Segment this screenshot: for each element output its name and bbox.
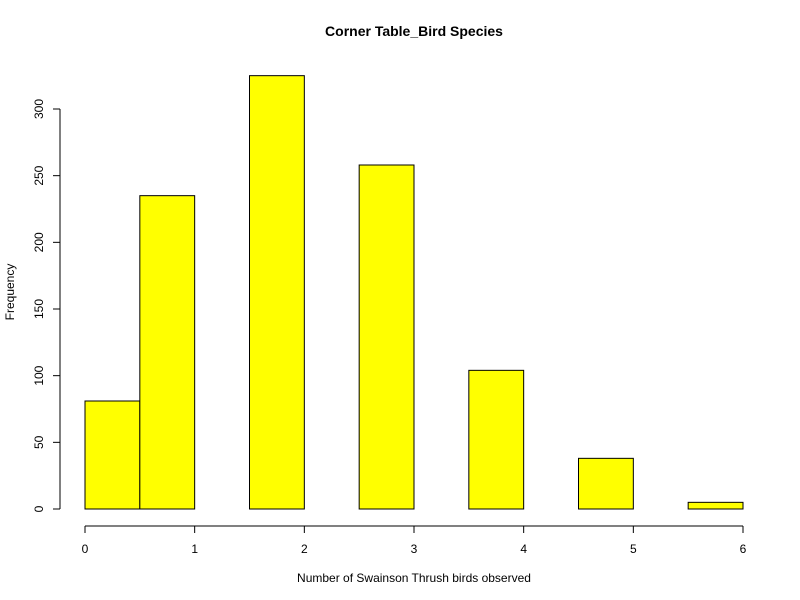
y-tick-label: 100: [32, 365, 46, 385]
histogram-bar: [358, 164, 415, 510]
x-tick-label: 3: [411, 542, 418, 556]
y-axis-label: Frequency: [3, 264, 17, 321]
histogram-bar: [687, 501, 744, 510]
x-axis-label: Number of Swainson Thrush birds observed: [297, 571, 531, 585]
y-tick-label: 250: [32, 165, 46, 185]
x-tick-label: 6: [740, 542, 747, 556]
x-axis: 0 1 2 3 4 5 6: [82, 525, 747, 556]
x-tick-label: 5: [630, 542, 637, 556]
x-tick-label: 1: [191, 542, 198, 556]
chart-title: Corner Table_Bird Species: [325, 23, 503, 39]
y-tick-label: 150: [32, 299, 46, 319]
y-tick-label: 200: [32, 232, 46, 252]
histogram-bar: [139, 195, 196, 510]
y-axis: 0 50 100 150 200 250 300: [32, 99, 61, 512]
histogram-bar: [578, 457, 634, 510]
histogram-bar: [468, 369, 525, 510]
x-tick-label: 4: [520, 542, 527, 556]
x-tick-label: 2: [301, 542, 308, 556]
histogram-bar: [249, 75, 305, 510]
bars-group: [84, 75, 744, 510]
y-tick-label: 300: [32, 99, 46, 119]
y-tick-label: 50: [32, 435, 46, 449]
histogram-bar: [84, 400, 141, 510]
y-tick-label: 0: [32, 505, 46, 512]
x-tick-label: 0: [82, 542, 89, 556]
